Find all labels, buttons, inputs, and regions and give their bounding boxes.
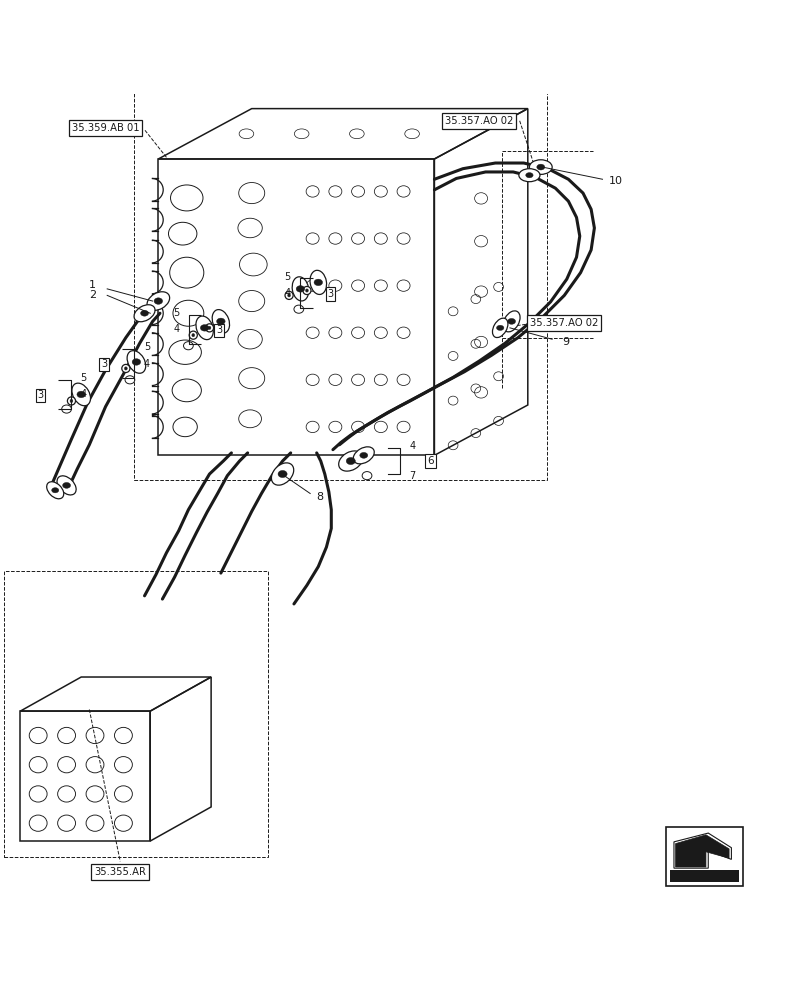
Bar xyxy=(20,711,150,841)
Ellipse shape xyxy=(134,305,155,322)
Ellipse shape xyxy=(70,399,73,403)
Text: 4: 4 xyxy=(144,359,150,369)
Ellipse shape xyxy=(314,279,322,286)
Text: 35.357.AO 02: 35.357.AO 02 xyxy=(530,318,598,328)
Ellipse shape xyxy=(310,270,326,294)
Text: 5: 5 xyxy=(80,373,87,383)
Ellipse shape xyxy=(491,318,508,338)
Ellipse shape xyxy=(124,367,127,370)
Bar xyxy=(134,89,547,480)
Bar xyxy=(669,870,738,882)
Text: 35.359.AB 01: 35.359.AB 01 xyxy=(71,123,139,133)
Ellipse shape xyxy=(127,351,145,373)
Ellipse shape xyxy=(529,160,551,174)
Text: 4: 4 xyxy=(284,288,290,298)
Ellipse shape xyxy=(62,482,71,488)
Ellipse shape xyxy=(518,169,539,182)
Ellipse shape xyxy=(305,289,308,292)
Ellipse shape xyxy=(67,397,75,405)
Text: 2: 2 xyxy=(88,290,96,300)
Text: 3: 3 xyxy=(101,359,107,369)
Ellipse shape xyxy=(345,457,355,465)
Ellipse shape xyxy=(507,318,515,324)
Ellipse shape xyxy=(536,164,544,170)
Bar xyxy=(4,571,268,857)
Ellipse shape xyxy=(503,311,519,332)
Ellipse shape xyxy=(140,310,148,316)
Text: 3: 3 xyxy=(37,390,44,400)
Ellipse shape xyxy=(72,383,90,406)
Text: 4: 4 xyxy=(409,441,415,451)
Ellipse shape xyxy=(359,452,367,458)
Ellipse shape xyxy=(303,286,311,295)
Text: 1: 1 xyxy=(88,280,96,290)
Ellipse shape xyxy=(132,359,140,365)
Bar xyxy=(158,159,434,455)
Ellipse shape xyxy=(271,463,294,485)
Text: 9: 9 xyxy=(561,337,569,347)
Ellipse shape xyxy=(195,316,213,340)
Ellipse shape xyxy=(205,324,213,332)
Ellipse shape xyxy=(212,310,230,333)
Text: 35.355.AR: 35.355.AR xyxy=(94,867,146,877)
Ellipse shape xyxy=(285,291,293,299)
Ellipse shape xyxy=(277,470,287,478)
Ellipse shape xyxy=(217,318,225,325)
Text: 4: 4 xyxy=(173,324,179,334)
Ellipse shape xyxy=(200,325,208,331)
Ellipse shape xyxy=(287,294,290,297)
Bar xyxy=(665,827,742,886)
Ellipse shape xyxy=(525,173,533,178)
Ellipse shape xyxy=(296,286,304,292)
Ellipse shape xyxy=(208,326,211,329)
Ellipse shape xyxy=(189,331,197,339)
Polygon shape xyxy=(675,835,728,867)
Text: 35.357.AO 02: 35.357.AO 02 xyxy=(444,116,513,126)
Ellipse shape xyxy=(47,482,63,499)
Ellipse shape xyxy=(292,277,308,301)
Text: 5: 5 xyxy=(284,272,290,282)
Text: 8: 8 xyxy=(316,492,324,502)
Ellipse shape xyxy=(122,364,130,373)
Ellipse shape xyxy=(496,325,504,330)
Ellipse shape xyxy=(338,451,363,471)
Text: 7: 7 xyxy=(409,471,415,481)
Ellipse shape xyxy=(77,391,85,398)
Ellipse shape xyxy=(57,476,76,495)
Text: 5: 5 xyxy=(173,308,179,318)
Text: 4: 4 xyxy=(80,389,87,399)
Polygon shape xyxy=(673,833,731,868)
Ellipse shape xyxy=(52,488,58,493)
Text: 5: 5 xyxy=(144,342,150,352)
Ellipse shape xyxy=(147,292,169,310)
Ellipse shape xyxy=(154,298,162,304)
Text: 10: 10 xyxy=(608,176,622,186)
Ellipse shape xyxy=(191,334,195,337)
Text: 3: 3 xyxy=(216,325,222,335)
Text: 3: 3 xyxy=(327,289,333,299)
Ellipse shape xyxy=(353,447,374,464)
Text: 6: 6 xyxy=(427,456,433,466)
